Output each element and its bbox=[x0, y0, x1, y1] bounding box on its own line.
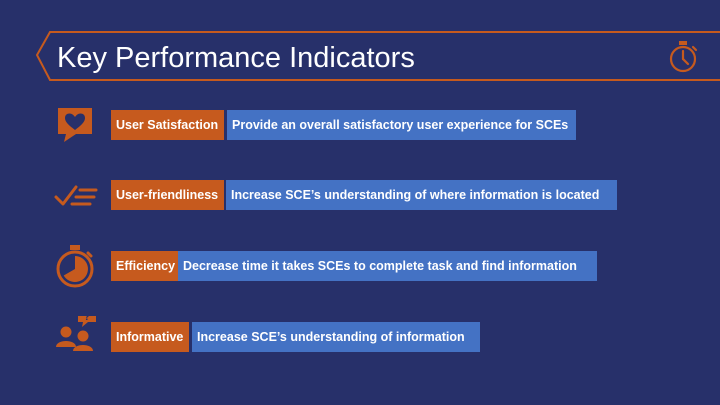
kpi-row-user-friendliness: User-friendliness Increase SCE’s underst… bbox=[0, 180, 720, 212]
svg-text:?: ? bbox=[84, 316, 91, 323]
stopwatch-icon bbox=[669, 41, 698, 73]
kpi-label: Informative bbox=[111, 322, 190, 352]
kpi-label: User-friendliness bbox=[111, 180, 225, 210]
heart-speech-bubble-icon bbox=[58, 108, 92, 142]
kpi-row-user-satisfaction: User Satisfaction Provide an overall sat… bbox=[0, 108, 720, 142]
kpi-row-efficiency: Efficiency Decrease time it takes SCEs t… bbox=[0, 245, 720, 288]
kpi-description: Increase SCE’s understanding of where in… bbox=[226, 180, 617, 210]
kpi-description: Decrease time it takes SCEs to complete … bbox=[178, 251, 597, 281]
kpi-description: Provide an overall satisfactory user exp… bbox=[227, 110, 576, 140]
kpi-label: User Satisfaction bbox=[111, 110, 225, 140]
kpi-row-informative: ? Informative Increase SCE’s understandi… bbox=[0, 316, 720, 354]
kpi-description: Increase SCE’s understanding of informat… bbox=[192, 322, 480, 352]
stopwatch-icon bbox=[56, 245, 94, 288]
kpi-label: Efficiency bbox=[111, 251, 182, 281]
users-question-icon: ? bbox=[56, 316, 96, 351]
checklist-icon bbox=[54, 185, 98, 206]
page-title: Key Performance Indicators bbox=[57, 42, 415, 74]
title-banner bbox=[35, 31, 720, 81]
